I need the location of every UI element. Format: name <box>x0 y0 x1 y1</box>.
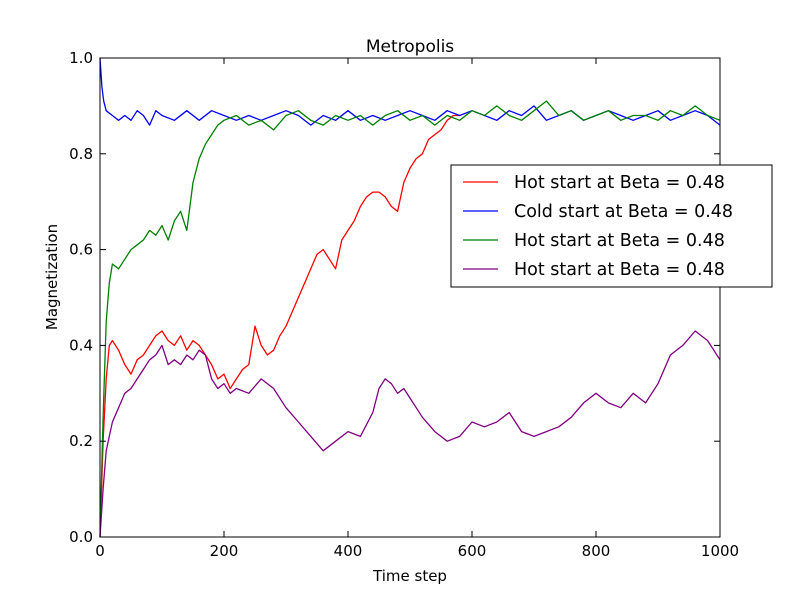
legend-label: Hot start at Beta = 0.48 <box>514 260 725 280</box>
y-tick-label: 0.4 <box>69 336 93 354</box>
y-axis-label: Magnetization <box>43 224 61 330</box>
series-line-1 <box>99 114 460 538</box>
chart-title: Metropolis <box>366 37 454 57</box>
y-tick-label: 0.0 <box>69 528 93 546</box>
series-layer <box>99 57 721 538</box>
y-tick-label: 0.2 <box>69 432 93 450</box>
series-line-4 <box>99 330 721 538</box>
x-tick-label: 600 <box>458 542 487 560</box>
ticks-layer: 0 200 400 600 800 1000 0.0 0.2 0.4 0.6 0.8 1.0 <box>69 49 739 560</box>
y-tick-label: 1.0 <box>69 49 93 67</box>
legend-label: Hot start at Beta = 0.48 <box>514 231 725 251</box>
y-tick-label: 0.6 <box>69 241 93 259</box>
legend-box <box>450 164 773 288</box>
x-tick-label: 200 <box>210 542 239 560</box>
legend: Hot start at Beta = 0.48 Cold start at Be… <box>450 164 773 288</box>
plot-frame <box>99 57 721 538</box>
x-tick-label: 400 <box>334 542 363 560</box>
y-tick-label: 0.8 <box>69 145 93 163</box>
legend-label: Cold start at Beta = 0.48 <box>514 202 733 222</box>
x-tick-label: 1000 <box>701 542 739 560</box>
x-tick-label: 800 <box>582 542 611 560</box>
series-line-2 <box>99 57 721 126</box>
x-tick-label: 0 <box>95 542 105 560</box>
x-axis-label: Time step <box>372 567 447 585</box>
series-line-3 <box>99 100 721 538</box>
legend-label: Hot start at Beta = 0.48 <box>514 173 725 193</box>
